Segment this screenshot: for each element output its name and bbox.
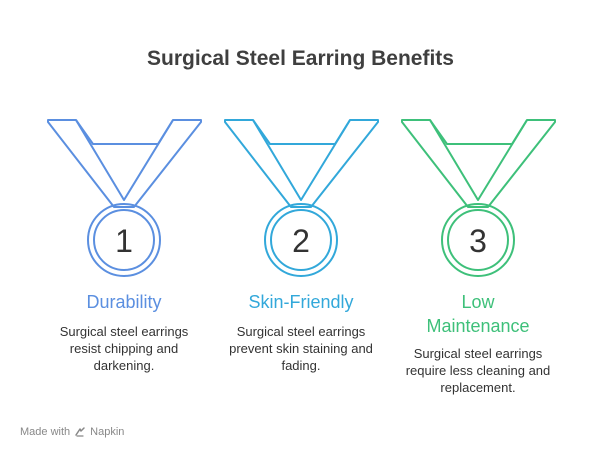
medal-1: 1 — [47, 119, 202, 277]
made-with-napkin: Made with Napkin — [20, 426, 124, 438]
benefit-label-1: Durability — [44, 290, 204, 314]
medal-1-outer-ring — [87, 203, 161, 277]
ribbon-1-inner — [75, 119, 174, 145]
benefit-description-3: Surgical steel earrings require less cle… — [405, 346, 551, 395]
benefit-label-3: Low Maintenance — [398, 290, 558, 338]
medal-2: 2 — [224, 119, 379, 277]
medal-3: 3 — [401, 119, 556, 277]
made-with-text: Made with — [20, 426, 71, 438]
medal-3-outer-ring — [441, 203, 515, 277]
benefit-label-1-line-1: Durability — [86, 292, 162, 312]
medal-2-outer-ring — [264, 203, 338, 277]
benefit-label-3-line-1: Low — [461, 292, 495, 312]
benefit-label-2-line-1: Skin-Friendly — [248, 292, 354, 312]
ribbon-3 — [401, 119, 556, 208]
benefit-label-2: Skin-Friendly — [221, 290, 381, 314]
medal-1-inner-ring — [93, 209, 155, 271]
page-title: Surgical Steel Earring Benefits — [147, 47, 454, 70]
benefit-label-3-line-2: Maintenance — [426, 316, 530, 336]
ribbon-3-inner — [429, 119, 528, 145]
medal-2-number: 2 — [292, 223, 310, 259]
napkin-logo-icon — [75, 427, 85, 437]
medal-3-inner-ring — [447, 209, 509, 271]
medal-3-number: 3 — [469, 223, 487, 259]
medal-2-inner-ring — [270, 209, 332, 271]
benefit-description-1: Surgical steel earrings resist chipping … — [59, 324, 189, 373]
napkin-brand-text: Napkin — [90, 426, 125, 438]
benefit-description-2: Surgical steel earrings prevent skin sta… — [229, 324, 373, 373]
ribbon-1 — [47, 119, 202, 208]
ribbon-2-inner — [252, 119, 351, 145]
ribbon-2 — [224, 119, 379, 208]
medal-1-number: 1 — [115, 223, 133, 259]
